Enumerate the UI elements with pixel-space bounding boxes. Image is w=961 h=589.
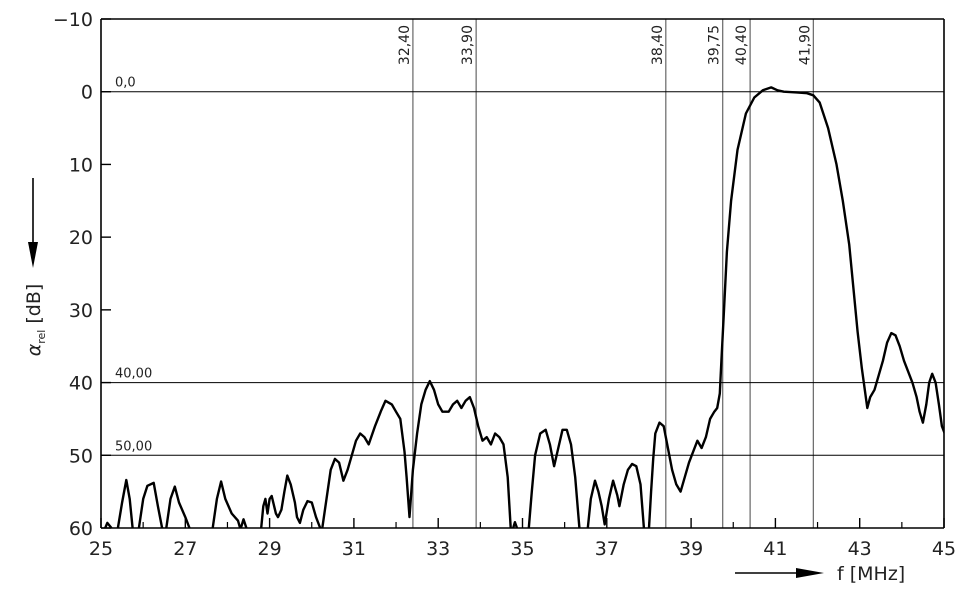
reference-label: 0,0 xyxy=(115,76,136,91)
svg-text:αrel [dB]: αrel [dB] xyxy=(23,284,48,357)
curve-segment xyxy=(165,485,191,528)
curve-segment xyxy=(512,521,519,528)
frequency-marker-lines xyxy=(412,19,814,528)
curve-segment xyxy=(586,462,646,528)
curve-segment xyxy=(647,86,944,528)
marker-label: 38,40 xyxy=(650,25,666,65)
x-tick-label: 41 xyxy=(763,538,787,560)
y-tick-label: 60 xyxy=(69,518,93,540)
marker-label: 33,90 xyxy=(460,25,476,65)
y-axis-subscript: rel xyxy=(35,330,48,344)
y-tick-label: 20 xyxy=(69,227,93,249)
y-tick-label: −10 xyxy=(53,9,93,31)
y-tick-label: 10 xyxy=(69,154,93,176)
curve-segment xyxy=(260,474,322,528)
y-axis-symbol: α xyxy=(23,343,45,356)
marker-label: 39,75 xyxy=(707,25,723,65)
x-tick-label: 29 xyxy=(258,538,282,560)
x-tick-label: 27 xyxy=(173,538,197,560)
curve-segment xyxy=(211,480,242,528)
x-tick-label: 43 xyxy=(848,538,872,560)
curve-segment xyxy=(137,481,164,528)
marker-label: 41,90 xyxy=(797,25,813,65)
y-axis-unit: [dB] xyxy=(23,284,45,324)
y-tick-label: 50 xyxy=(69,445,93,467)
attenuation-curve xyxy=(104,86,944,528)
x-tick-label: 35 xyxy=(510,538,534,560)
reference-label: 50,00 xyxy=(115,439,152,454)
x-axis-ticks: 25 27 29 31 33 35 37 39 41 43 45 xyxy=(89,518,956,560)
marker-label: 40,40 xyxy=(734,25,750,65)
y-direction-arrow-icon xyxy=(28,178,38,268)
curve-segment xyxy=(104,521,113,528)
x-tick-label: 31 xyxy=(342,538,366,560)
y-tick-label: 0 xyxy=(81,82,93,104)
x-tick-label: 37 xyxy=(595,538,619,560)
x-tick-label: 33 xyxy=(426,538,450,560)
x-tick-label: 25 xyxy=(89,538,113,560)
plot-frame xyxy=(100,18,945,529)
reference-label: 40,00 xyxy=(115,367,152,382)
y-tick-label: 30 xyxy=(69,300,93,322)
y-axis-title: αrel [dB] xyxy=(23,284,48,357)
x-tick-label: 39 xyxy=(679,538,703,560)
x-axis-title: f [MHz] xyxy=(837,563,905,585)
reference-lines xyxy=(101,91,944,456)
y-axis-ticks: −10 0 10 20 30 40 50 60 xyxy=(53,9,111,540)
curve-segment xyxy=(116,478,134,528)
curve-segment xyxy=(527,428,581,528)
x-direction-arrow-icon xyxy=(735,568,824,578)
annotation-labels: 32,40 33,90 38,40 39,75 40,40 41,90 0,0 40,00 50… xyxy=(115,25,813,454)
curve-segment xyxy=(239,518,248,528)
x-tick-label: 45 xyxy=(932,538,956,560)
curve-segment xyxy=(321,379,512,528)
y-tick-label: 40 xyxy=(69,373,93,395)
marker-label: 32,40 xyxy=(397,25,413,65)
